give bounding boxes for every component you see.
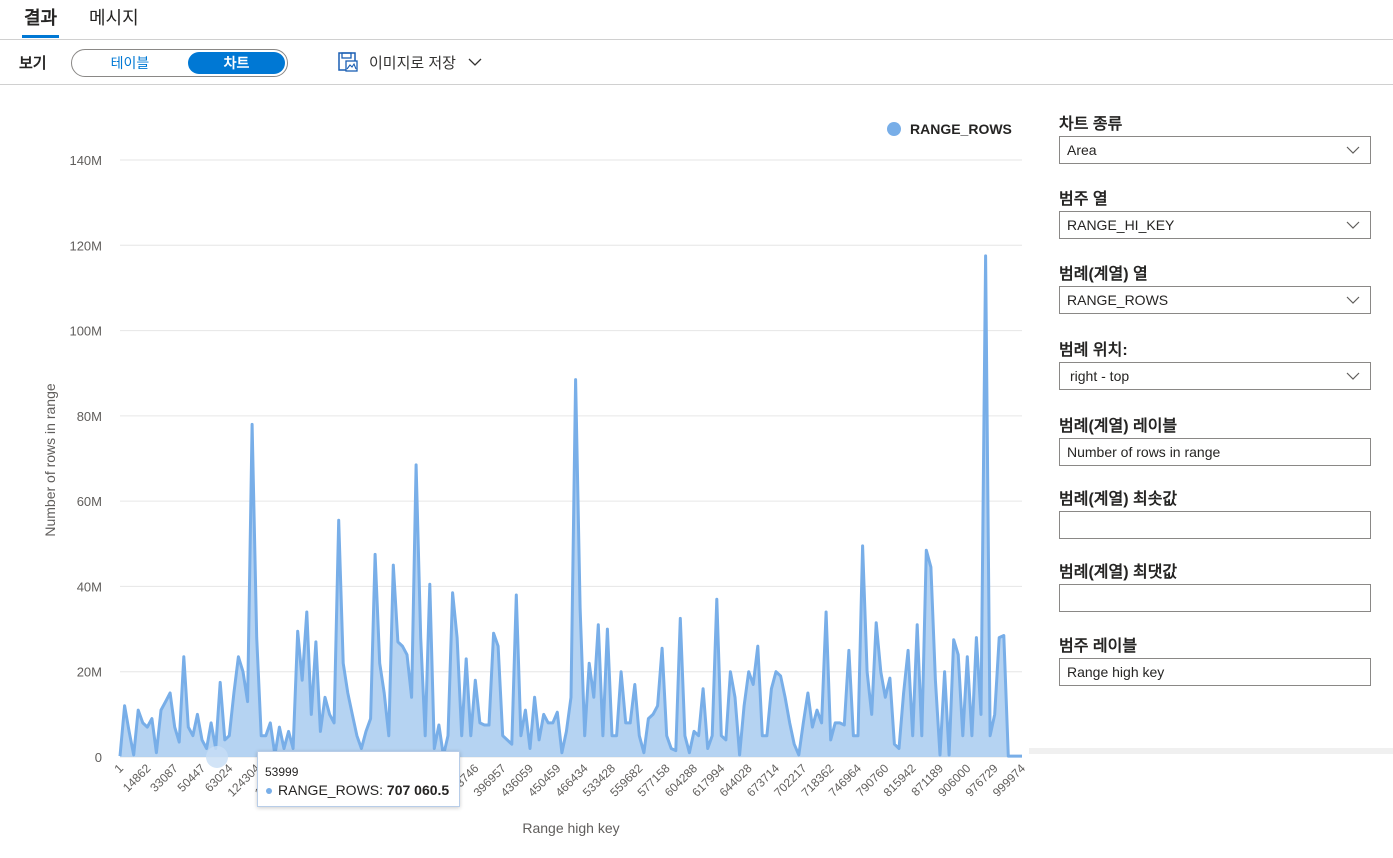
chevron-down-icon [1346, 146, 1360, 154]
chevron-down-icon [1346, 372, 1360, 380]
series-max-label: 범례(계열) 최댓값 [1059, 564, 1178, 581]
series-column-select[interactable]: RANGE_ROWS [1059, 286, 1371, 314]
tooltip-series: RANGE_ROWS: [278, 782, 387, 798]
chart-type-value: Area [1067, 142, 1097, 158]
result-tabs: 결과 메시지 [0, 0, 1393, 40]
series-label-label: 범례(계열) 레이블 [1059, 418, 1178, 435]
tab-messages[interactable]: 메시지 [89, 8, 139, 28]
category-column-field: 범주 열 RANGE_HI_KEY [1059, 185, 1371, 239]
tooltip-row: RANGE_ROWS: 707 060.5 [266, 782, 449, 798]
chart-view-button[interactable]: 차트 [188, 52, 285, 74]
series-max-input[interactable] [1059, 584, 1371, 612]
chart-tooltip: 53999 RANGE_ROWS: 707 060.5 [257, 751, 460, 807]
chart-type-field: 차트 종류 Area [1059, 110, 1371, 164]
legend-label: RANGE_ROWS [910, 121, 1012, 137]
legend-position-field: 범례 위치: right - top [1059, 336, 1371, 390]
series-column-label: 범례(계열) 열 [1059, 266, 1148, 283]
y-tick-label: 40M [77, 579, 102, 594]
y-tick-label: 140M [69, 153, 102, 168]
category-label-input[interactable]: Range high key [1059, 658, 1371, 686]
y-tick-label: 80M [77, 409, 102, 424]
series-area [120, 255, 1022, 757]
area-chart: 0 20M 40M 60M 80M 100M 120M 140M 114862330875044… [42, 121, 1028, 836]
series-label-input[interactable]: Number of rows in range [1059, 438, 1371, 466]
x-tick-label: 14862 [120, 761, 154, 795]
category-column-label: 범주 열 [1059, 191, 1108, 208]
view-toolbar: 보기 테이블 차트 이미지로 저장 [0, 40, 1393, 85]
chevron-down-icon [1346, 296, 1360, 304]
x-tick-label: 1 [111, 761, 126, 776]
table-view-button[interactable]: 테이블 [110, 55, 150, 71]
save-image-icon [338, 52, 358, 72]
category-column-value: RANGE_HI_KEY [1067, 217, 1175, 233]
series-min-input[interactable] [1059, 511, 1371, 539]
chevron-down-icon [468, 58, 482, 66]
series-min-label: 범례(계열) 최솟값 [1059, 491, 1178, 508]
chart-area: 0 20M 40M 60M 80M 100M 120M 140M 1 14862 33087 5044… [0, 86, 1030, 858]
series-column-value: RANGE_ROWS [1067, 292, 1169, 308]
save-as-image-button[interactable]: 이미지로 저장 [337, 50, 482, 74]
tooltip-value: 707 060.5 [386, 782, 450, 798]
panel-divider [1029, 748, 1393, 754]
series-label-field: 범례(계열) 레이블 Number of rows in range [1059, 412, 1371, 466]
chart-type-select[interactable]: Area [1059, 136, 1371, 164]
y-tick-label: 20M [77, 665, 102, 680]
category-label-field: 범주 레이블 Range high key [1059, 632, 1371, 686]
save-as-image-label: 이미지로 저장 [369, 54, 456, 72]
legend-position-select[interactable]: right - top [1059, 362, 1371, 390]
x-tick-label: 33087 [147, 761, 181, 795]
legend-position-value: right - top [1070, 368, 1130, 384]
series-column-field: 범례(계열) 열 RANGE_ROWS [1059, 260, 1371, 314]
series-min-field: 범례(계열) 최솟값 [1059, 485, 1371, 539]
y-tick-label: 0 [95, 750, 102, 765]
tab-results[interactable]: 결과 [22, 6, 60, 38]
series-line [118, 254, 1022, 758]
category-label-label: 범주 레이블 [1059, 638, 1138, 655]
x-axis-title: Range high key [522, 820, 619, 836]
hover-point [206, 746, 228, 768]
legend-position-label: 범례 위치: [1059, 342, 1128, 359]
x-tick-label: 50447 [175, 761, 209, 795]
y-axis-title: Number of rows in range [42, 383, 58, 537]
category-column-select[interactable]: RANGE_HI_KEY [1059, 211, 1371, 239]
series-max-field: 범례(계열) 최댓값 [1059, 558, 1371, 612]
y-tick-label: 100M [69, 324, 102, 339]
view-toggle: 테이블 차트 [71, 49, 288, 77]
y-tick-label: 60M [77, 494, 102, 509]
tooltip-title: 53999 [265, 765, 299, 779]
y-tick-label: 120M [69, 238, 102, 253]
chart-type-label: 차트 종류 [1059, 116, 1123, 133]
chevron-down-icon [1346, 221, 1360, 229]
tooltip-series-dot [266, 788, 272, 795]
view-label: 보기 [19, 55, 47, 72]
legend-swatch [887, 122, 901, 136]
